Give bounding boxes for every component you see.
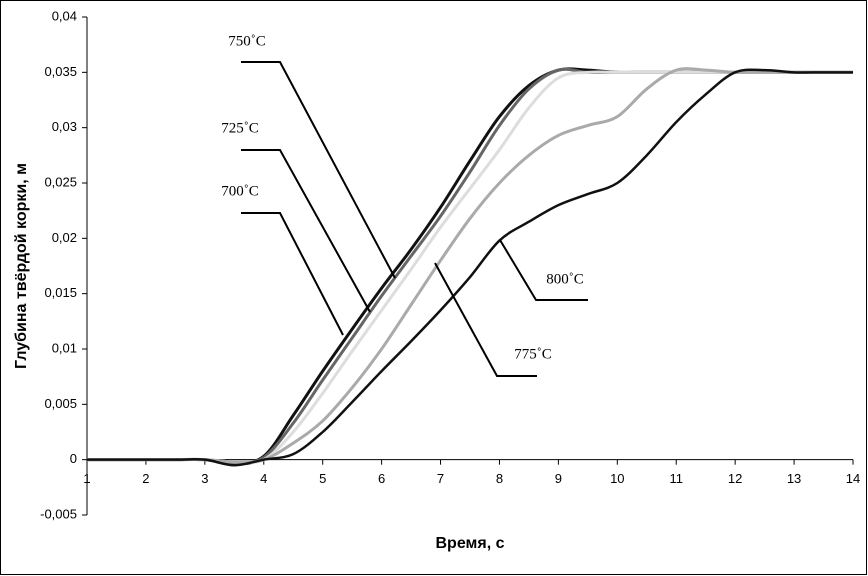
y-axis-label: Глубина твёрдой корки, м <box>13 163 30 369</box>
x-axis-label: Время, с <box>436 535 505 552</box>
x-tick-label: 1 <box>83 471 90 486</box>
y-tick-label: -0,005 <box>40 506 77 521</box>
x-tick-label: 9 <box>555 471 562 486</box>
y-tick-label: 0,025 <box>44 174 77 189</box>
x-tick-label: 3 <box>201 471 208 486</box>
leader-line <box>241 61 396 279</box>
series-label: 750˚C <box>228 33 266 49</box>
x-tick-label: 6 <box>378 471 385 486</box>
x-tick-label: 11 <box>669 471 683 486</box>
x-tick-label: 5 <box>319 471 326 486</box>
series-label: 800˚C <box>546 271 584 287</box>
x-tick-label: 10 <box>610 471 624 486</box>
series-label: 700˚C <box>221 183 259 199</box>
leader-line <box>241 212 344 336</box>
series-label: 775˚C <box>514 346 552 362</box>
series-label: 725˚C <box>221 120 259 136</box>
y-tick-label: 0,035 <box>44 64 77 79</box>
y-tick-label: 0,02 <box>52 230 77 245</box>
leader-line <box>241 149 371 313</box>
y-tick-label: 0,015 <box>44 285 77 300</box>
x-tick-label: 4 <box>260 471 267 486</box>
x-tick-label: 12 <box>728 471 742 486</box>
y-tick-label: 0,01 <box>52 340 77 355</box>
x-tick-label: 8 <box>496 471 503 486</box>
leader-line <box>499 239 588 301</box>
y-tick-label: 0,04 <box>52 8 77 23</box>
y-tick-label: 0,03 <box>52 119 77 134</box>
leader-line <box>434 262 537 377</box>
x-tick-label: 14 <box>846 471 860 486</box>
series-line <box>86 68 853 467</box>
x-tick-label: 13 <box>787 471 801 486</box>
x-tick-label: 2 <box>142 471 149 486</box>
y-tick-label: 0,005 <box>44 396 77 411</box>
x-tick-label: 7 <box>437 471 444 486</box>
y-tick-label: 0 <box>70 451 77 466</box>
